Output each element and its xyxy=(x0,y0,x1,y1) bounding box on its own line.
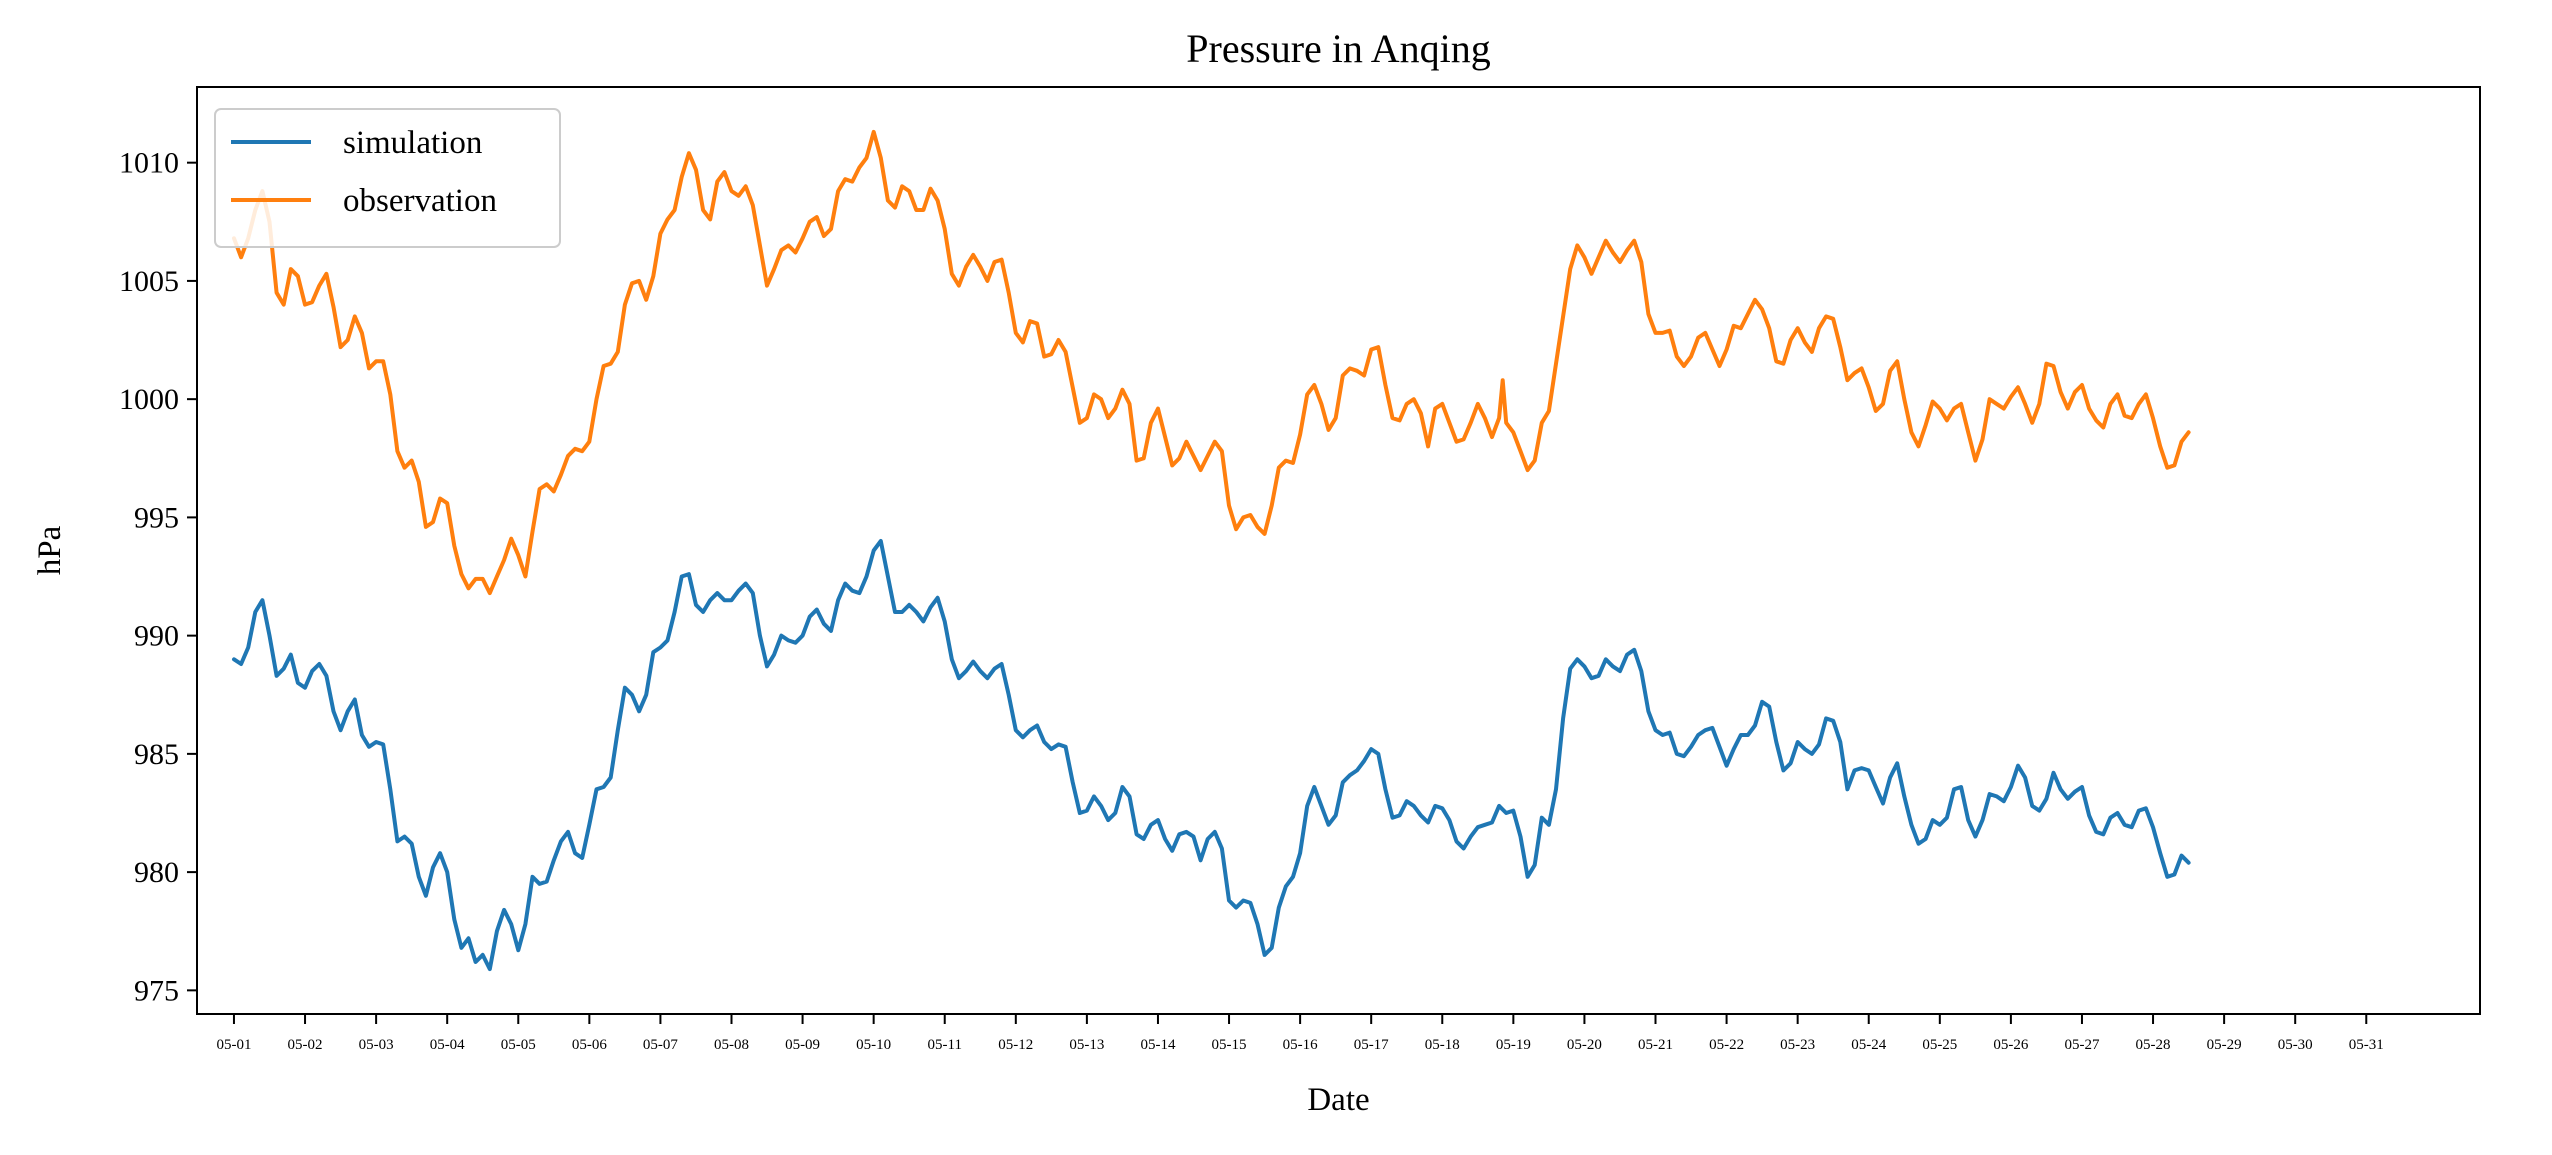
x-tick-label: 05-22 xyxy=(1709,1037,1744,1053)
chart-title: Pressure in Anqing xyxy=(1186,26,1490,71)
series-layer xyxy=(232,129,2191,972)
legend-label-simulation: simulation xyxy=(343,125,482,161)
x-tick-label: 05-24 xyxy=(1851,1037,1886,1053)
y-axis-title: hPa xyxy=(32,525,68,575)
x-axis-title: Date xyxy=(1307,1082,1369,1118)
x-tick-label: 05-21 xyxy=(1638,1037,1673,1053)
x-tick-label: 05-05 xyxy=(501,1037,536,1053)
x-tick-label: 05-25 xyxy=(1922,1037,1957,1053)
y-tick-label: 1005 xyxy=(119,265,179,298)
y-tick-label: 1000 xyxy=(119,383,179,416)
x-tick-label: 05-19 xyxy=(1496,1037,1531,1053)
x-tick-label: 05-28 xyxy=(2136,1037,2171,1053)
x-tick-label: 05-06 xyxy=(572,1037,607,1053)
x-tick-label: 05-13 xyxy=(1069,1037,1104,1053)
x-tick-label: 05-14 xyxy=(1140,1037,1175,1053)
x-tick-label: 05-17 xyxy=(1354,1037,1389,1053)
x-tick-label: 05-08 xyxy=(714,1037,749,1053)
legend: simulation observation xyxy=(214,108,561,248)
axes-layer: 05-01 05-02 05-03 05-04 05-05 05-06 05-07 05-08… xyxy=(119,86,2481,1053)
x-tick-label: 05-02 xyxy=(288,1037,323,1053)
x-tick-label: 05-23 xyxy=(1780,1037,1815,1053)
x-tick-label: 05-29 xyxy=(2207,1037,2242,1053)
x-tick-label: 05-27 xyxy=(2064,1037,2099,1053)
y-tick-label: 995 xyxy=(134,501,179,534)
series-line-observation xyxy=(232,129,2191,596)
y-tick-label: 1010 xyxy=(119,147,179,180)
series-line-simulation xyxy=(232,539,2191,972)
x-tick-label: 05-01 xyxy=(216,1037,251,1053)
y-tick-label: 980 xyxy=(134,856,179,889)
y-tick-label: 975 xyxy=(134,974,179,1007)
y-tick-label: 990 xyxy=(134,620,179,653)
x-tick-label: 05-04 xyxy=(430,1037,465,1053)
x-tick-label: 05-07 xyxy=(643,1037,678,1053)
x-tick-label: 05-15 xyxy=(1212,1037,1247,1053)
legend-label-observation: observation xyxy=(343,183,497,219)
x-tick-label: 05-31 xyxy=(2349,1037,2384,1053)
plot-frame xyxy=(196,86,2481,1015)
x-tick-label: 05-11 xyxy=(928,1037,962,1053)
x-tick-label: 05-26 xyxy=(1993,1037,2028,1053)
x-tick-label: 05-09 xyxy=(785,1037,820,1053)
y-tick-label: 985 xyxy=(134,738,179,771)
x-tick-label: 05-03 xyxy=(359,1037,394,1053)
x-tick-label: 05-30 xyxy=(2278,1037,2313,1053)
x-tick-label: 05-18 xyxy=(1425,1037,1460,1053)
x-tick-label: 05-20 xyxy=(1567,1037,1602,1053)
x-tick-label: 05-12 xyxy=(998,1037,1033,1053)
x-tick-label: 05-10 xyxy=(856,1037,891,1053)
x-tick-label: 05-16 xyxy=(1283,1037,1318,1053)
